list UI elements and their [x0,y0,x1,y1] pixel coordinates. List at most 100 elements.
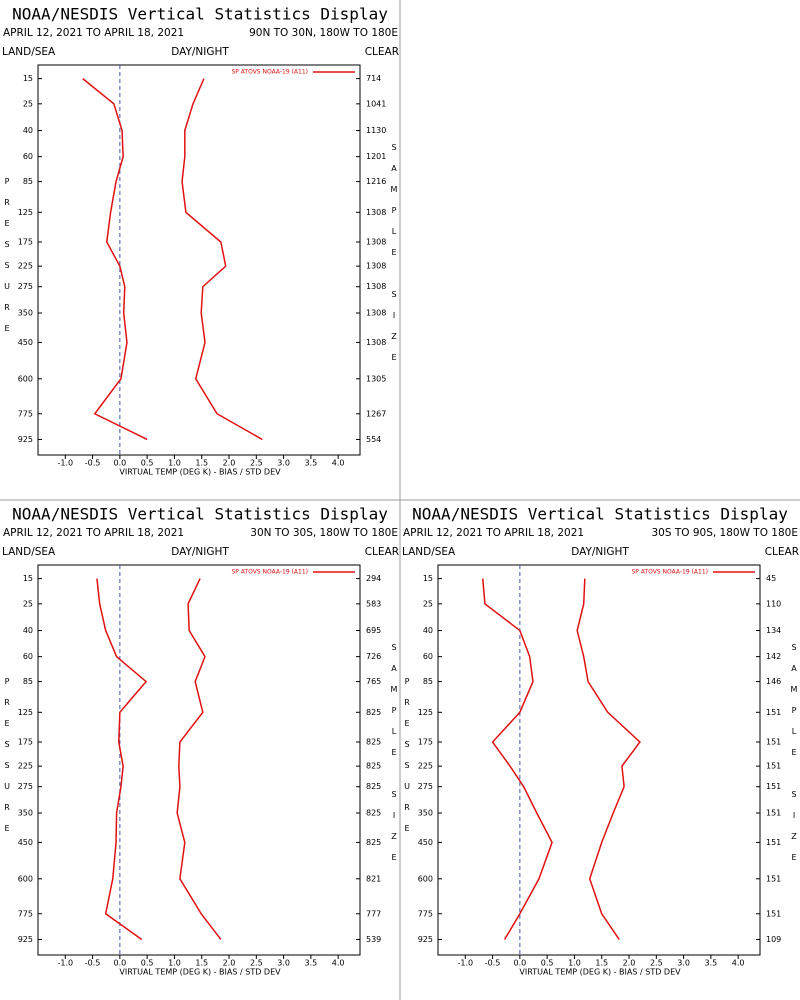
center-label: DAY/NIGHT [171,546,229,558]
y-tick-label: 15 [423,574,433,583]
y-tick-label: 450 [18,338,33,347]
y-tick-label: 125 [18,208,33,217]
chart-title: NOAA/NESDIS Vertical Statistics Display [412,505,788,524]
sample-size: 294 [366,574,381,583]
x-tick-label: 1.0 [568,959,581,968]
x-tick-label: -1.0 [457,959,473,968]
x-tick-label: 1.5 [195,959,208,968]
sample-size: 1201 [366,152,386,161]
sample-size: 1308 [366,308,386,317]
y-tick-label: 225 [418,762,433,771]
plot-frame [437,564,761,956]
x-tick-label: 3.5 [305,959,318,968]
x-tick-label: 3.5 [305,459,318,468]
y-tick-label: 275 [18,782,33,791]
date-range: APRIL 12, 2021 TO APRIL 18, 2021 [3,527,184,539]
y2-axis-label: SAMPLE SIZE [390,143,399,374]
y-tick-label: 25 [423,599,433,608]
sample-size: 1267 [366,409,386,418]
legend-label: SP ATOVS NOAA-19 (A11) [231,69,308,76]
x-tick-label: 2.5 [250,459,263,468]
sample-size: 110 [766,599,781,608]
x-axis-label: VIRTUAL TEMP (DEG K) - BIAS / STD DEV [519,968,681,977]
date-range: APRIL 12, 2021 TO APRIL 18, 2021 [3,27,184,39]
right-label: CLEAR [765,546,799,558]
y-tick-label: 85 [423,677,433,686]
sample-size: 151 [766,909,781,918]
y-tick-label: 775 [418,909,433,918]
line-bias [96,578,148,941]
plot-frame [37,64,361,456]
date-range: APRIL 12, 2021 TO APRIL 18, 2021 [403,527,584,539]
sample-size: 825 [366,782,381,791]
sample-size: 825 [366,808,381,817]
line-bias [82,78,148,441]
x-tick-label: 4.0 [332,959,345,968]
sample-size: 151 [766,874,781,883]
sample-size: 1305 [366,374,386,383]
y-tick-label: 275 [418,782,433,791]
line-std-dev [576,578,641,940]
x-tick-label: -0.5 [485,959,501,968]
sample-size: 777 [366,909,381,918]
chart-panel: NOAA/NESDIS Vertical Statistics Display A… [2,5,399,477]
x-tick-label: 2.0 [223,459,236,468]
sample-size: 1308 [366,282,386,291]
y-tick-label: 25 [23,99,33,108]
sample-size: 765 [366,677,381,686]
sample-size: 1308 [366,262,386,271]
sample-size: 151 [766,838,781,847]
y-tick-label: 600 [18,874,33,883]
line-std-dev [181,78,263,441]
x-tick-label: 2.0 [223,959,236,968]
x-tick-label: 0.0 [113,459,126,468]
x-tick-label: 4.0 [332,459,345,468]
y-tick-label: 15 [23,574,33,583]
y-tick-label: 450 [418,838,433,847]
sample-size: 695 [366,626,381,635]
x-tick-label: 3.0 [677,959,690,968]
sample-size: 1130 [366,126,386,135]
x-axis-label: VIRTUAL TEMP (DEG K) - BIAS / STD DEV [119,968,281,977]
y-tick-label: 175 [418,738,433,747]
x-tick-label: 1.0 [168,459,181,468]
y-tick-label: 15 [23,74,33,83]
y-tick-label: 925 [18,935,33,944]
y2-axis-label: SAMPLE SIZE [390,643,399,874]
sample-size: 1216 [366,177,386,186]
legend-label: SP ATOVS NOAA-19 (A11) [231,569,308,576]
y-tick-label: 225 [18,262,33,271]
x-tick-label: -1.0 [57,459,73,468]
y-tick-label: 775 [18,909,33,918]
sample-size: 134 [766,626,781,635]
sample-size: 714 [366,74,381,83]
sample-size: 1308 [366,208,386,217]
y-tick-label: 60 [23,152,33,161]
x-tick-label: -0.5 [85,459,101,468]
y-axis-label: PRESSURE [3,177,12,345]
plot-frame [37,564,361,956]
sample-size: 151 [766,782,781,791]
left-label: LAND/SEA [2,46,56,58]
sample-size: 151 [766,708,781,717]
y-tick-label: 350 [418,808,433,817]
center-label: DAY/NIGHT [171,46,229,58]
y-tick-label: 925 [18,435,33,444]
sample-size: 1308 [366,338,386,347]
x-tick-label: 0.5 [541,959,554,968]
y-tick-label: 350 [18,308,33,317]
sample-size: 146 [766,677,781,686]
x-tick-label: 1.5 [195,459,208,468]
y-tick-label: 225 [18,762,33,771]
sample-size: 151 [766,762,781,771]
x-tick-label: 0.0 [113,959,126,968]
sample-size: 554 [366,435,381,444]
y-tick-label: 175 [18,738,33,747]
sample-size: 726 [366,652,381,661]
y2-axis-label: SAMPLE SIZE [790,643,799,874]
chart-title: NOAA/NESDIS Vertical Statistics Display [12,5,388,24]
sample-size: 539 [366,935,381,944]
x-tick-label: 0.5 [141,959,154,968]
x-tick-label: 1.0 [168,959,181,968]
